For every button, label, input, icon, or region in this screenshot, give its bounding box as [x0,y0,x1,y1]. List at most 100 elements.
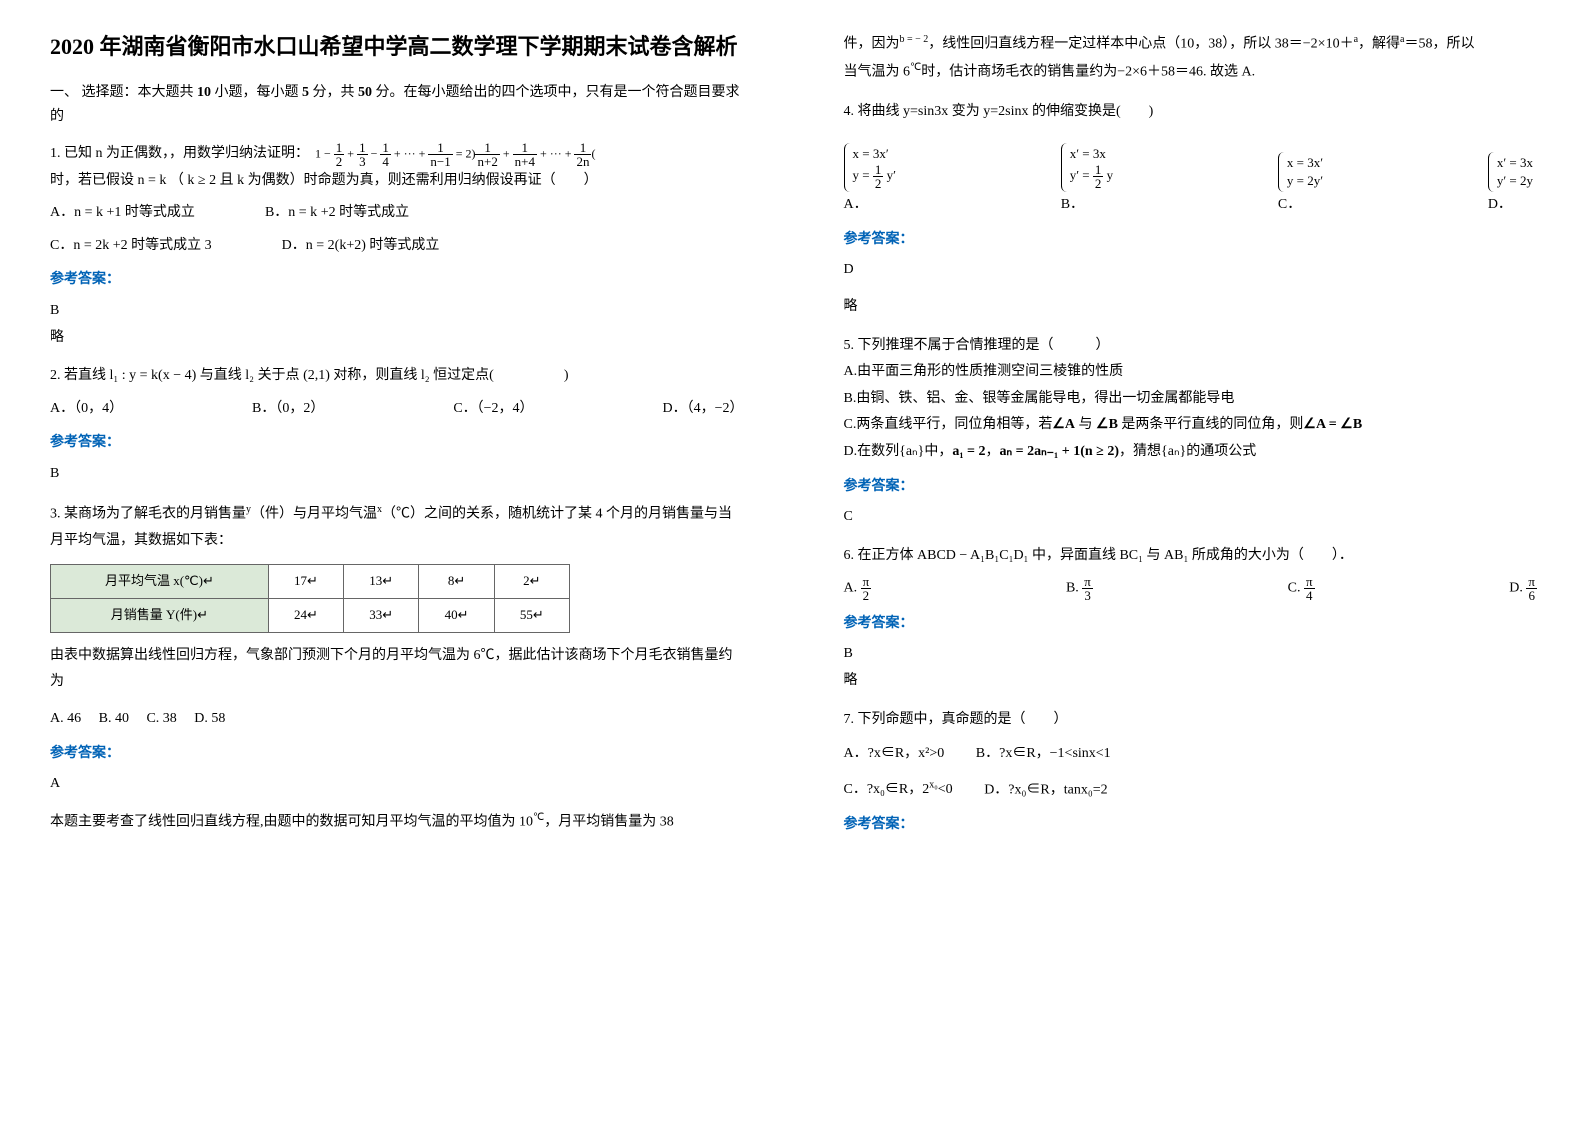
q7-opt-c: C．?x₀∈R，2x₀<0 [844,782,953,797]
q3-opts: A. 46 B. 40 C. 38 D. 58 [50,706,744,733]
q6-d: 所成角的大小为（ ）． [1192,548,1353,563]
q2-b: 与直线 [200,368,242,383]
sec1-t2: 小题，每小题 [211,85,302,100]
cell: 55↵ [494,599,569,633]
sec1-t3: 分，共 [309,85,358,100]
answer-label-6: 参考答案： [844,611,1538,638]
q1-kge2: k ≥ 2 [187,173,216,188]
q1-stem-a: 1. 已知 n 为正偶数，，用数学归纳法证明： [50,141,309,168]
q2-opt-b: B．（0，2） [252,396,324,423]
q7-opt-a: A．?x∈R，x²>0 [844,746,945,761]
q6-opt-a: A. π2 [844,575,872,602]
answer-label-4: 参考答案： [844,227,1538,254]
section-1-heading: 一、 选择题：本大题共 10 小题，每小题 5 分，共 50 分。在每小题给出的… [50,81,744,129]
table-row: 月销售量 Y(件)↵ 24↵ 33↵ 40↵ 55↵ [51,599,570,633]
q4-opt-c: x = 3x′y = 2y′ C． [1278,152,1327,219]
answer-2: B [50,461,744,488]
answer-1: B [50,298,744,325]
answer-label-3: 参考答案： [50,741,744,768]
q6-cube: ABCD − A₁B₁C₁D₁ [917,548,1028,563]
q2-a: 2. 若直线 [50,368,106,383]
q1-opt-c: C．n = 2k +2 时等式成立 3 [50,233,212,260]
q6-c: 与 [1147,548,1161,563]
q1-stem-c: （ [170,173,184,188]
sec1-b1: 10 [197,85,211,100]
q6-ab1: AB₁ [1164,548,1188,563]
q6-opt-d: D. π6 [1509,575,1537,602]
question-3: 3. 某商场为了解毛衣的月销售量y（件）与月平均气温x（℃）之间的关系，随机统计… [50,500,744,733]
q3-p2: 由表中数据算出线性回归方程，气象部门预测下个月的月平均气温为 6℃，据此估计该商… [50,643,744,696]
q2-opt-d: D．（4，−2） [662,396,743,423]
answer-label-1: 参考答案： [50,267,744,294]
q2-l2b: l₂ [421,368,430,383]
q4-opt-d: x′ = 3xy′ = 2y D． [1488,152,1537,219]
question-7: 7. 下列命题中，真命题的是（ ） A．?x∈R，x²>0 B．?x∈R，−1<… [844,707,1538,804]
cell: 17↵ [268,565,343,599]
answer-6: B [844,641,1538,668]
cell: 8↵ [419,565,494,599]
q1-formula: 1 − 12 + 13 − 14 + ··· + 1n−1 = 2)1n+2 +… [315,141,595,168]
answer-6-lue: 略 [844,668,1538,695]
th-sales: 月销售量 Y(件)↵ [51,599,269,633]
question-1: 1. 已知 n 为正偶数，，用数学归纳法证明： 1 − 12 + 13 − 14… [50,141,744,260]
answer-4-lue: 略 [844,294,1538,321]
q7-row1: A．?x∈R，x²>0 B．?x∈R，−1<sinx<1 [844,741,1538,768]
question-4: 4. 将曲线 y=sin3x 变为 y=2sinx 的伸缩变换是( ) x = … [844,99,1538,219]
q3-explain: 本题主要考查了线性回归直线方程,由题中的数据可知月平均气温的平均值为 10℃，月… [50,808,744,836]
answer-label-2: 参考答案： [50,430,744,457]
answer-4: D [844,257,1538,284]
answer-3: A [50,771,744,798]
q2-e: 恒过定点( ) [433,368,568,383]
q3-s2: （件）与月平均气温 [251,506,377,521]
q2-opt-a: A．（0，4） [50,396,123,423]
cell: 13↵ [344,565,419,599]
q6-bc1: BC₁ [1119,548,1143,563]
q6-opt-c: C. π4 [1288,575,1315,602]
q4-opt-b: x′ = 3xy′ = 12 y B． [1061,143,1117,219]
q5-opt-d: D.在数列{aₙ}中，a₁ = 2，aₙ = 2aₙ₋₁ + 1(n ≥ 2)，… [844,439,1538,466]
q2-d: 对称，则直线 [333,368,417,383]
q7-stem: 7. 下列命题中，真命题的是（ ） [844,707,1538,734]
q1-stem-d: 且 [220,173,234,188]
question-5: 5. 下列推理不属于合情推理的是（ ） A.由平面三角形的性质推测空间三棱锥的性… [844,333,1538,466]
q5-stem: 5. 下列推理不属于合情推理的是（ ） [844,333,1538,360]
q3-data-table: 月平均气温 x(℃)↵ 17↵ 13↵ 8↵ 2↵ 月销售量 Y(件)↵ 24↵… [50,564,570,632]
answer-1-lue: 略 [50,325,744,352]
sec1-t1: 一、 选择题：本大题共 [50,85,197,100]
cell: 2↵ [494,565,569,599]
q2-c: 关于点 [258,368,300,383]
q3-s1: 3. 某商场为了解毛衣的月销售量 [50,506,246,521]
q1-stem-b: 时，若已假设 [50,173,134,188]
q4-opt-a: x = 3x′y = 12 y′ A． [844,143,900,219]
sec1-b3: 50 [358,85,372,100]
table-row: 月平均气温 x(℃)↵ 17↵ 13↵ 8↵ 2↵ [51,565,570,599]
cell: 33↵ [344,599,419,633]
q5-opt-a: A.由平面三角形的性质推测空间三棱锥的性质 [844,359,1538,386]
answer-label-5: 参考答案： [844,474,1538,501]
answer-label-7: 参考答案： [844,812,1538,839]
q2-l1: l₁ : y = k(x − 4) [110,368,197,383]
q1-opt-d: D．n = 2(k+2) 时等式成立 [282,233,440,260]
cell: 24↵ [268,599,343,633]
q7-opt-d: D．?x₀∈R，tanx₀=2 [984,782,1107,797]
q3-explain-cont: 件，因为b = − 2，线性回归直线方程一定过样本中心点（10，38），所以 3… [844,30,1538,58]
q5-opt-c: C.两条直线平行，同位角相等，若∠A 与 ∠B 是两条平行直线的同位角，则∠A … [844,412,1538,439]
q1-nk: n = k [138,173,167,188]
q7-row2: C．?x₀∈R，2x₀<0 D．?x₀∈R，tanx₀=2 [844,776,1538,804]
q2-opt-c: C．（−2，4） [453,396,533,423]
question-6: 6. 在正方体 ABCD − A₁B₁C₁D₁ 中，异面直线 BC₁ 与 AB₁… [844,543,1538,603]
q6-opt-b: B. π3 [1066,575,1093,602]
cell: 40↵ [419,599,494,633]
q2-l2a: l₂ [245,368,254,383]
q7-opt-b: B．?x∈R，−1<sinx<1 [976,746,1111,761]
q3-explain-cont2: 当气温为 6℃时，估计商场毛衣的销售量约为−2×6＋58＝46. 故选 A. [844,58,1538,86]
answer-5: C [844,504,1538,531]
q6-a: 6. 在正方体 [844,548,914,563]
q1-opt-a: A．n = k +1 时等式成立 [50,200,195,227]
q1-stem-e: 为偶数）时命题为真，则还需利用归纳假设再证（ ） [248,173,598,188]
sec1-b2: 5 [302,85,309,100]
th-temp: 月平均气温 x(℃)↵ [51,565,269,599]
q6-b: 中，异面直线 [1032,548,1116,563]
q2-pt: (2,1) [303,368,330,383]
q1-k: k [237,173,244,188]
